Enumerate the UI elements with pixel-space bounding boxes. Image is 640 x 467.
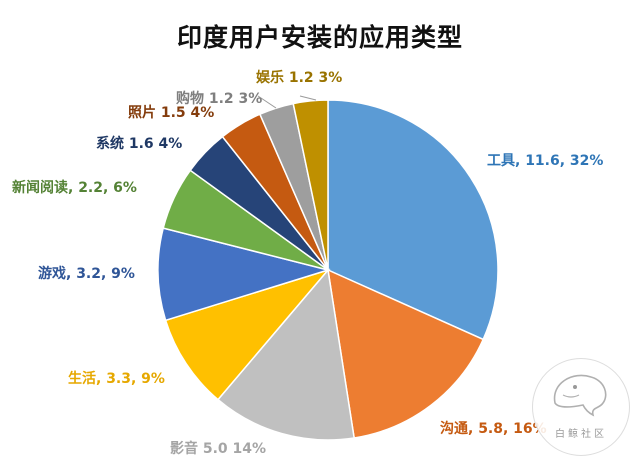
watermark-logo: 白鲸社区 — [532, 358, 630, 456]
pie-slice-2 — [327, 268, 485, 439]
slice-labels: 工具, 11.6, 32% 沟通, 5.8, 16% 影音 5.0 14% 生活, 3… — [12, 69, 603, 457]
slice-label-2: 沟通, 5.8, 16% — [440, 420, 547, 437]
slice-label-8: 照片 1.5 4% — [128, 104, 214, 121]
pie-slice-1 — [327, 99, 499, 341]
slice-label-9: 购物 1.2 3% — [176, 90, 262, 107]
pie-slice-5 — [157, 227, 331, 322]
slice-label-7: 系统 1.6 4% — [96, 135, 182, 152]
leader-line-1 — [257, 95, 277, 109]
slice-label-1: 工具, 11.6, 32% — [487, 153, 603, 169]
whale-icon — [553, 374, 607, 417]
slice-label-4: 生活, 3.3, 9% — [68, 370, 165, 387]
slice-label-6: 新闻阅读, 2.2, 6% — [12, 179, 137, 196]
slice-label-3: 影音 5.0 14% — [170, 440, 266, 457]
leader-line-2 — [299, 95, 317, 101]
pie-slice-4 — [164, 268, 331, 401]
leader-lines — [257, 95, 317, 109]
chart-title: 印度用户安装的应用类型 — [176, 23, 463, 52]
watermark-text: 白鲸社区 — [555, 429, 607, 440]
pie-slices — [157, 99, 499, 441]
slice-label-5: 游戏, 3.2, 9% — [38, 265, 135, 282]
pie-slice-3 — [216, 268, 356, 441]
slice-label-10: 娱乐 1.2 3% — [256, 69, 342, 86]
pie-slice-10 — [292, 99, 329, 271]
